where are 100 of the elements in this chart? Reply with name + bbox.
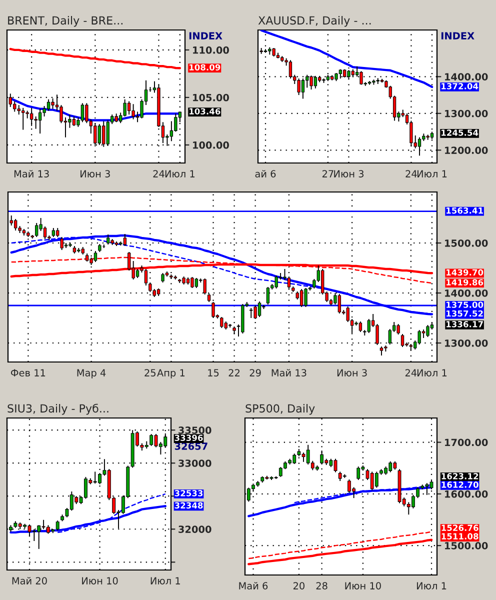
candlestick <box>148 282 152 292</box>
candlestick <box>34 116 38 130</box>
text: 33396 <box>174 434 203 441</box>
candlestick <box>127 100 131 116</box>
candlestick <box>13 100 16 112</box>
line-series <box>248 531 432 560</box>
y-tick-label: 1500.00 <box>445 542 488 550</box>
text: 1336.17 <box>446 321 483 328</box>
x-tick-label: Июн 3 <box>80 170 110 178</box>
data-label: 32348 <box>174 502 203 509</box>
x-tick-label: 15 <box>208 369 219 376</box>
candlestick <box>94 250 98 262</box>
y-tick-label: 1400.00 <box>445 289 488 297</box>
candlestick <box>43 226 47 240</box>
y-tick-label: 100.00 <box>193 141 229 149</box>
x-tick-label: Июл 1 <box>417 170 447 178</box>
x-tick-label: Фев 11 <box>10 369 46 376</box>
candlestick <box>426 324 430 338</box>
candlestick <box>358 321 362 332</box>
y-tick-label: 1600.00 <box>445 490 488 498</box>
candlestick <box>396 324 400 335</box>
candlestick <box>194 278 198 288</box>
candlestick <box>254 305 257 320</box>
x-tick-label: Май 6 <box>239 582 268 590</box>
x-tick-label: Июн 10 <box>82 577 118 584</box>
x-tick-label: 27 <box>322 170 334 178</box>
candlestick <box>123 234 127 246</box>
candlestick <box>68 114 72 128</box>
chart-title: SP500, Daily <box>246 404 315 415</box>
x-tick-label: 25 <box>144 369 156 376</box>
candlestick <box>38 108 42 134</box>
y-tick-label: 1300.00 <box>445 339 488 347</box>
chart-title: BRENT, Daily - BRE... <box>8 16 122 27</box>
data-label: 1439.70 <box>446 269 484 276</box>
x-tick-label: Июн 3 <box>334 170 364 178</box>
y-tick-label: 1200.00 <box>445 146 488 154</box>
data-label: 1612.70 <box>442 482 478 488</box>
candlestick <box>42 106 46 117</box>
data-label: 108.09 <box>190 64 220 71</box>
x-tick-label: Май 20 <box>12 576 47 584</box>
line-series <box>10 256 433 284</box>
text: 1623.12 <box>442 473 478 480</box>
candlestick <box>161 272 164 283</box>
candlestick <box>367 318 370 334</box>
line-series <box>248 538 433 566</box>
candlestick <box>56 520 60 531</box>
x-tick-label: 24 <box>153 170 164 178</box>
candlestick <box>85 102 88 124</box>
data-label: 1419.86 <box>446 279 484 286</box>
x-tick-label: Июн 10 <box>345 582 381 590</box>
candlestick <box>174 113 178 132</box>
y-tick-label: 33500 <box>178 426 212 434</box>
candlestick <box>35 222 38 238</box>
y-tick-label: 1300.00 <box>445 110 488 118</box>
x-tick-label: Май 13 <box>272 368 306 376</box>
ref-line-label: 1563.41 <box>446 207 483 214</box>
y-tick-label: 1400.00 <box>445 73 488 80</box>
candlestick <box>220 316 224 328</box>
line-series <box>260 30 434 88</box>
candlestick <box>17 104 20 116</box>
ref-line-label: 1375.00 <box>446 302 484 308</box>
candlestick <box>51 98 54 110</box>
y-tick-label: 1500.00 <box>445 239 488 247</box>
y-tick-label: 33000 <box>178 460 212 467</box>
x-tick-label: 22 <box>228 369 240 376</box>
candlestick <box>170 120 174 142</box>
text: 103.46 <box>190 108 220 114</box>
x-tick-label: Мар 4 <box>77 369 106 378</box>
x-tick-label: Июл 1 <box>150 577 180 584</box>
x-tick-label: 29 <box>250 369 261 376</box>
candlestick <box>80 102 84 123</box>
line-series <box>248 486 433 518</box>
x-tick-label: Июл 1 <box>417 369 447 376</box>
y-tick-label: 32000 <box>178 526 212 533</box>
candlestick <box>356 466 360 480</box>
text: INDEX <box>189 32 222 40</box>
text: 1245.54 <box>442 130 478 136</box>
y-tick-label: 1700.00 <box>445 438 488 446</box>
candlestick <box>190 276 194 288</box>
x-tick-label: 28 <box>316 582 328 590</box>
chart-title: XAUUSD.F, Daily - ... <box>258 16 371 27</box>
candlestick <box>132 104 135 120</box>
candlestick <box>346 306 350 322</box>
x-tick-label: 24 <box>405 369 417 376</box>
y-tick-label: 105.00 <box>193 94 229 102</box>
candlestick <box>46 98 50 112</box>
x-tick-label: Июл 1 <box>416 582 446 590</box>
data-label: 1372.04 <box>442 83 478 90</box>
data-label: 1357.52 <box>446 310 483 317</box>
data-label: 1526.76 <box>442 524 478 531</box>
x-tick-label: 20 <box>293 582 304 590</box>
candlestick <box>274 275 278 289</box>
data-label: 32533 <box>174 490 203 496</box>
candlestick <box>106 234 110 245</box>
candlestick <box>258 301 262 318</box>
x-tick-label: Июл 1 <box>165 170 194 178</box>
candlestick <box>14 218 18 231</box>
candlestick <box>400 334 404 348</box>
candlestick <box>418 330 421 345</box>
data-label: 1511.08 <box>442 533 478 540</box>
